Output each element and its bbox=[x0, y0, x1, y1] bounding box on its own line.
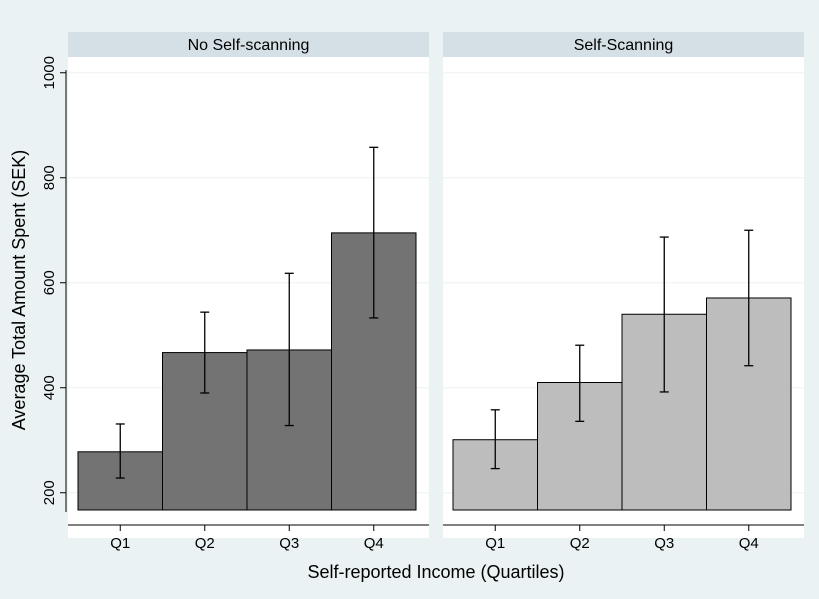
error-bar bbox=[490, 409, 500, 470]
panel-strip bbox=[68, 32, 429, 57]
error-bar bbox=[744, 229, 754, 367]
x-tick-label: Q4 bbox=[364, 535, 384, 552]
panel-1: No Self-scanning Q1 Q2 Q3 Q4 bbox=[68, 32, 429, 552]
panel-2: Self-Scanning Q1 Q2 Q3 Q4 bbox=[443, 32, 804, 552]
x-axis-title: Self-reported Income (Quartiles) bbox=[307, 562, 564, 582]
panel-strip bbox=[443, 32, 804, 57]
y-tick-label: 800 bbox=[41, 165, 58, 190]
error-bar bbox=[200, 311, 210, 394]
x-tick-label: Q3 bbox=[654, 535, 674, 552]
error-bar bbox=[575, 344, 585, 423]
x-tick-label: Q1 bbox=[485, 535, 505, 552]
panel-title: No Self-scanning bbox=[188, 37, 310, 54]
y-tick-label: 200 bbox=[41, 480, 58, 505]
x-tick-label: Q2 bbox=[195, 535, 215, 552]
error-bar bbox=[659, 236, 669, 393]
y-tick-label: 400 bbox=[41, 375, 58, 400]
error-bar bbox=[284, 272, 294, 427]
x-tick-label: Q1 bbox=[110, 535, 130, 552]
x-tick-label: Q3 bbox=[279, 535, 299, 552]
y-axis-title: Average Total Amount Spent (SEK) bbox=[9, 150, 29, 431]
x-tick-label: Q4 bbox=[739, 535, 759, 552]
y-tick-label: 600 bbox=[41, 270, 58, 295]
y-axis: 200 400 600 800 1000 bbox=[41, 56, 67, 512]
y-tick-label: 1000 bbox=[41, 56, 58, 89]
error-bar bbox=[115, 423, 125, 479]
chart-panels: No Self-scanning Q1 Q2 Q3 Q4 Self-Scanning Q1 Q… bbox=[68, 32, 804, 552]
error-bar bbox=[369, 146, 379, 319]
panel-title: Self-Scanning bbox=[574, 37, 674, 54]
x-tick-label: Q2 bbox=[570, 535, 590, 552]
